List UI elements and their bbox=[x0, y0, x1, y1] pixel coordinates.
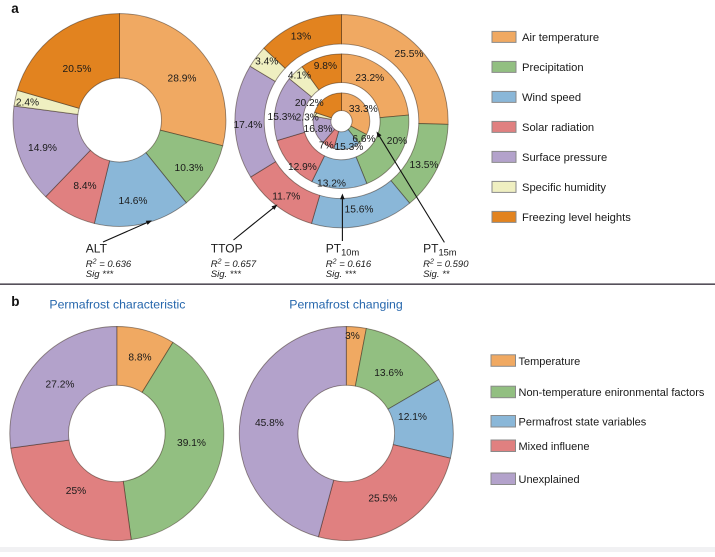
svg-text:8.4%: 8.4% bbox=[73, 181, 96, 192]
svg-text:15.3%: 15.3% bbox=[268, 112, 297, 123]
svg-text:Wind speed: Wind speed bbox=[522, 92, 581, 104]
svg-text:Air temperature: Air temperature bbox=[522, 32, 599, 44]
svg-text:12.9%: 12.9% bbox=[288, 162, 317, 173]
svg-text:2.3%: 2.3% bbox=[296, 113, 319, 124]
svg-text:R2 = 0.636: R2 = 0.636 bbox=[86, 259, 132, 271]
svg-text:R2 = 0.590: R2 = 0.590 bbox=[423, 259, 469, 271]
svg-text:45.8%: 45.8% bbox=[255, 418, 284, 429]
svg-text:Permafrost state variables: Permafrost state variables bbox=[519, 417, 647, 429]
svg-text:ALT: ALT bbox=[86, 242, 108, 256]
svg-text:7%: 7% bbox=[319, 140, 334, 151]
svg-text:Solar radiation: Solar radiation bbox=[522, 122, 594, 134]
svg-text:TTOP: TTOP bbox=[211, 242, 243, 256]
svg-text:Unexplained: Unexplained bbox=[519, 474, 580, 486]
svg-text:Sig. ***: Sig. *** bbox=[211, 269, 241, 280]
svg-text:6.6%: 6.6% bbox=[352, 134, 375, 145]
svg-text:4.1%: 4.1% bbox=[288, 71, 311, 82]
svg-text:25%: 25% bbox=[66, 486, 86, 497]
svg-text:Freezing level heights: Freezing level heights bbox=[522, 212, 631, 224]
svg-text:17.4%: 17.4% bbox=[233, 120, 262, 131]
svg-text:20.2%: 20.2% bbox=[295, 98, 324, 109]
svg-text:Sig. **: Sig. ** bbox=[423, 269, 450, 280]
svg-text:10.3%: 10.3% bbox=[175, 163, 204, 174]
svg-text:Specific humidity: Specific humidity bbox=[522, 182, 606, 194]
svg-text:13.2%: 13.2% bbox=[317, 178, 346, 189]
svg-text:Sig. ***: Sig. *** bbox=[326, 269, 356, 280]
svg-text:33.3%: 33.3% bbox=[349, 104, 378, 115]
svg-text:14.6%: 14.6% bbox=[119, 196, 148, 207]
svg-text:13%: 13% bbox=[291, 32, 311, 43]
svg-text:9.8%: 9.8% bbox=[314, 61, 337, 72]
svg-text:28.9%: 28.9% bbox=[168, 74, 197, 85]
svg-text:27.2%: 27.2% bbox=[46, 380, 75, 391]
svg-text:3%: 3% bbox=[345, 331, 360, 342]
svg-text:Permafrost changing: Permafrost changing bbox=[289, 298, 403, 312]
svg-text:15.3%: 15.3% bbox=[334, 142, 363, 153]
svg-text:Mixed influene: Mixed influene bbox=[519, 441, 590, 453]
svg-text:Surface pressure: Surface pressure bbox=[522, 152, 607, 164]
svg-text:16.8%: 16.8% bbox=[304, 124, 333, 135]
svg-text:Precipitation: Precipitation bbox=[522, 62, 584, 74]
svg-text:20%: 20% bbox=[387, 136, 407, 147]
svg-text:a: a bbox=[11, 1, 19, 16]
svg-text:Non-temperature enironmental f: Non-temperature enironmental factors bbox=[519, 387, 705, 399]
svg-text:23.2%: 23.2% bbox=[355, 73, 384, 84]
svg-text:11.7%: 11.7% bbox=[272, 191, 300, 202]
svg-text:15.6%: 15.6% bbox=[345, 204, 374, 215]
svg-text:Temperature: Temperature bbox=[519, 356, 581, 368]
svg-text:b: b bbox=[11, 294, 19, 309]
svg-text:20.5%: 20.5% bbox=[63, 64, 92, 75]
svg-text:R2 = 0.657: R2 = 0.657 bbox=[211, 259, 257, 271]
svg-text:8.8%: 8.8% bbox=[128, 353, 151, 364]
svg-text:2.4%: 2.4% bbox=[16, 98, 39, 109]
svg-text:39.1%: 39.1% bbox=[177, 438, 206, 449]
svg-text:12.1%: 12.1% bbox=[398, 412, 427, 423]
svg-text:25.5%: 25.5% bbox=[368, 494, 397, 505]
svg-text:Permafrost characteristic: Permafrost characteristic bbox=[49, 298, 185, 312]
svg-text:3.4%: 3.4% bbox=[255, 57, 278, 68]
svg-text:25.5%: 25.5% bbox=[395, 49, 424, 60]
svg-text:13.5%: 13.5% bbox=[410, 160, 439, 171]
svg-text:R2 = 0.616: R2 = 0.616 bbox=[326, 259, 372, 271]
svg-text:Sig ***: Sig *** bbox=[86, 269, 114, 280]
svg-text:13.6%: 13.6% bbox=[374, 368, 403, 379]
svg-text:14.9%: 14.9% bbox=[28, 143, 57, 154]
